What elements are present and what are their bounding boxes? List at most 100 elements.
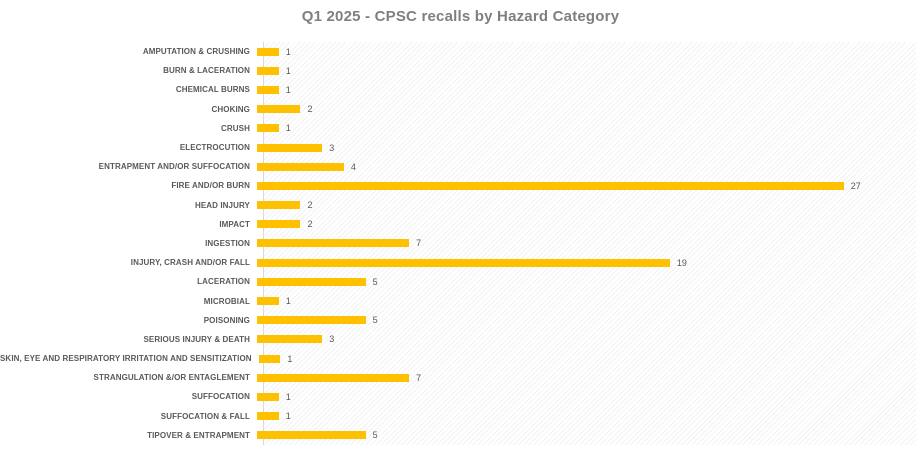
bar-track: 2 <box>257 196 921 215</box>
category-label: ENTRAPMENT AND/OR SUFFOCATION <box>98 162 250 172</box>
value-label: 1 <box>285 391 291 402</box>
bar <box>257 162 344 171</box>
chart-row: SUFFOCATION 1 <box>0 387 921 406</box>
bar-track: 27 <box>257 176 921 195</box>
bar-track: 2 <box>257 100 921 119</box>
value-label: 5 <box>372 430 378 441</box>
bar <box>257 239 410 248</box>
chart-row: SKIN, EYE AND RESPIRATORY IRRITATION AND… <box>0 349 921 368</box>
bar <box>257 297 279 306</box>
value-label: 7 <box>416 238 422 249</box>
bar <box>257 220 301 229</box>
value-label: 2 <box>307 200 313 211</box>
value-label: 3 <box>329 142 335 153</box>
chart-row: CHOKING 2 <box>0 100 921 119</box>
bar-track: 5 <box>257 272 921 291</box>
value-label: 7 <box>416 372 422 383</box>
bar <box>257 85 279 94</box>
value-label: 1 <box>285 411 291 422</box>
bar <box>257 335 323 344</box>
bar-track: 1 <box>257 387 921 406</box>
value-label: 2 <box>307 219 313 230</box>
bar <box>257 431 366 440</box>
chart-row: IMPACT 2 <box>0 215 921 234</box>
bar-track: 19 <box>257 253 921 272</box>
bar <box>257 66 279 75</box>
category-label: FIRE AND/OR BURN <box>171 181 250 191</box>
bar-track: 1 <box>257 407 921 426</box>
bar <box>257 47 279 56</box>
bar-track: 5 <box>257 311 921 330</box>
category-label: LACERATION <box>197 277 250 287</box>
bar <box>257 373 410 382</box>
bar <box>257 143 323 152</box>
category-label: INGESTION <box>205 238 250 248</box>
bar-track: 7 <box>257 368 921 387</box>
value-label: 1 <box>287 353 293 364</box>
bar-track: 1 <box>257 61 921 80</box>
value-label: 1 <box>285 65 291 76</box>
value-label: 1 <box>285 84 291 95</box>
bar-track: 1 <box>257 119 921 138</box>
bar <box>257 392 279 401</box>
category-label: CHOKING <box>211 104 250 114</box>
bar-track: 4 <box>257 157 921 176</box>
bar-track: 2 <box>257 215 921 234</box>
bar <box>257 277 366 286</box>
chart-row: STRANGULATION &/OR ENTAGLEMENT 7 <box>0 368 921 387</box>
bar <box>257 316 366 325</box>
bar-track: 1 <box>257 42 921 61</box>
category-label: INJURY, CRASH AND/OR FALL <box>130 258 250 268</box>
category-label: IMPACT <box>219 219 250 229</box>
category-label: SKIN, EYE AND RESPIRATORY IRRITATION AND… <box>0 354 252 364</box>
category-label: CHEMICAL BURNS <box>175 85 250 95</box>
bar-track: 3 <box>257 138 921 157</box>
category-label: MICROBIAL <box>203 296 250 306</box>
category-label: CRUSH <box>221 123 250 133</box>
chart-row: SERIOUS INJURY & DEATH 3 <box>0 330 921 349</box>
chart-row: TIPOVER & ENTRAPMENT 5 <box>0 426 921 445</box>
value-label: 5 <box>372 276 378 287</box>
chart-row: CRUSH 1 <box>0 119 921 138</box>
chart-row: LACERATION 5 <box>0 272 921 291</box>
chart-row: CHEMICAL BURNS 1 <box>0 80 921 99</box>
chart-row: ENTRAPMENT AND/OR SUFFOCATION 4 <box>0 157 921 176</box>
value-label: 1 <box>285 46 291 57</box>
value-label: 5 <box>372 315 378 326</box>
bar <box>258 354 281 363</box>
bar <box>257 201 301 210</box>
value-label: 1 <box>285 296 291 307</box>
category-label: SUFFOCATION & FALL <box>160 411 250 421</box>
bar-track: 5 <box>257 426 921 445</box>
chart-row: INJURY, CRASH AND/OR FALL 19 <box>0 253 921 272</box>
category-label: BURN & LACERATION <box>163 66 250 76</box>
category-label: POISONING <box>203 315 250 325</box>
bar <box>257 181 844 190</box>
category-label: AMPUTATION & CRUSHING <box>142 47 250 57</box>
chart-row: POISONING 5 <box>0 311 921 330</box>
chart-row: INGESTION 7 <box>0 234 921 253</box>
chart-title: Q1 2025 - CPSC recalls by Hazard Categor… <box>301 8 620 25</box>
value-label: 3 <box>329 334 335 345</box>
chart-row: HEAD INJURY 2 <box>0 196 921 215</box>
category-label: TIPOVER & ENTRAPMENT <box>147 430 250 440</box>
bar-track: 1 <box>258 349 921 368</box>
value-label: 27 <box>850 180 861 191</box>
chart-row: FIRE AND/OR BURN 27 <box>0 176 921 195</box>
bar-rows: AMPUTATION & CRUSHING 1 BURN & LACERATION 1… <box>0 42 921 445</box>
category-label: SERIOUS INJURY & DEATH <box>143 334 250 344</box>
value-label: 19 <box>676 257 687 268</box>
bar-track: 3 <box>257 330 921 349</box>
value-label: 1 <box>285 123 291 134</box>
bar-track: 1 <box>257 80 921 99</box>
value-label: 2 <box>307 104 313 115</box>
bar-track: 7 <box>257 234 921 253</box>
chart-row: AMPUTATION & CRUSHING 1 <box>0 42 921 61</box>
category-label: ELECTROCUTION <box>179 143 250 153</box>
category-label: SUFFOCATION <box>191 392 250 402</box>
chart-row: BURN & LACERATION 1 <box>0 61 921 80</box>
bar <box>257 412 279 421</box>
category-label: HEAD INJURY <box>194 200 250 210</box>
chart-row: ELECTROCUTION 3 <box>0 138 921 157</box>
